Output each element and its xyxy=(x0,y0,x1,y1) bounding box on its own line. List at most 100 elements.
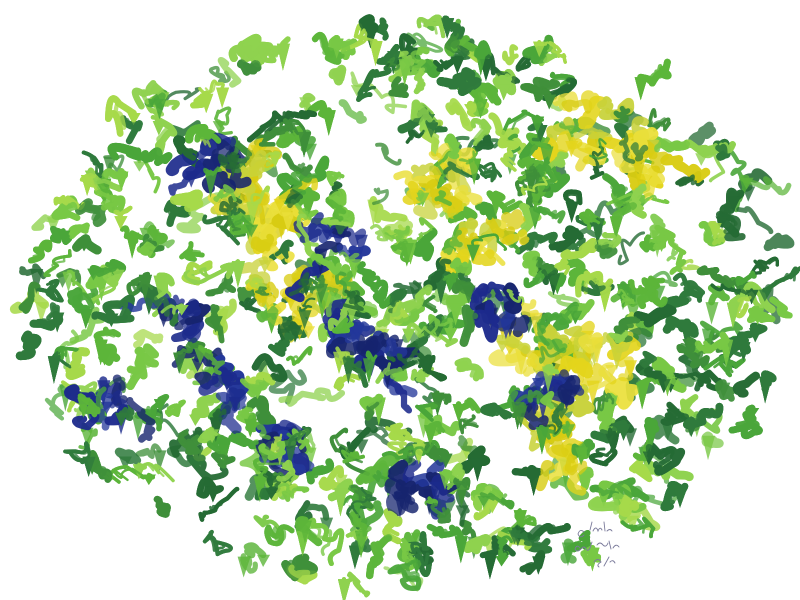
paint-stroke xyxy=(313,253,342,275)
paint-stroke xyxy=(275,482,308,499)
paint-stroke xyxy=(758,259,779,272)
paint-stroke xyxy=(598,286,612,313)
paint-stroke xyxy=(728,324,764,357)
paint-stroke xyxy=(264,110,315,134)
paint-stroke xyxy=(191,358,205,372)
paint-stroke xyxy=(362,358,376,384)
paint-stroke xyxy=(350,28,377,49)
paint-stroke xyxy=(451,57,465,74)
paint-stroke xyxy=(95,330,116,342)
paint-stroke xyxy=(142,293,156,315)
paint-stroke xyxy=(721,285,753,295)
paint-stroke xyxy=(221,375,234,391)
paint-stroke xyxy=(522,158,536,174)
paint-stroke xyxy=(521,176,548,195)
paint-stroke xyxy=(160,303,184,315)
paint-stroke xyxy=(288,555,314,575)
paint-stroke xyxy=(354,234,368,257)
paint-stroke xyxy=(649,110,667,128)
paint-stroke xyxy=(605,365,619,378)
paint-stroke xyxy=(109,146,157,164)
paint-stroke xyxy=(455,482,469,507)
paint-stroke xyxy=(536,318,550,347)
paint-stroke xyxy=(732,371,760,398)
paint-stroke xyxy=(298,310,312,330)
paint-stroke xyxy=(499,318,513,340)
paint-stroke xyxy=(525,234,556,251)
paint-stroke xyxy=(617,124,636,164)
paint-stroke xyxy=(60,347,79,358)
paint-stroke xyxy=(364,66,390,93)
paint-stroke xyxy=(680,322,694,350)
paint-stroke xyxy=(538,379,563,403)
paint-stroke xyxy=(138,274,152,301)
paint-stroke xyxy=(351,324,365,341)
paint-stroke xyxy=(417,370,428,380)
paint-stroke xyxy=(543,45,558,63)
paint-stroke xyxy=(575,363,588,391)
paint-stroke xyxy=(609,216,623,240)
paint-stroke xyxy=(408,282,422,304)
paint-stroke xyxy=(522,352,544,377)
paint-stroke xyxy=(469,536,490,551)
paint-stroke xyxy=(77,393,101,418)
paint-stroke xyxy=(471,120,487,141)
paint-stroke xyxy=(95,274,109,301)
paint-stroke xyxy=(58,201,80,220)
paint-stroke xyxy=(613,105,631,120)
paint-stroke xyxy=(582,362,617,386)
paint-stroke xyxy=(685,420,699,437)
paint-stroke xyxy=(429,422,442,432)
paint-stroke xyxy=(180,430,200,449)
paint-stroke xyxy=(111,269,125,283)
signature-stroke xyxy=(593,556,616,568)
paint-stroke xyxy=(169,400,185,413)
paint-stroke xyxy=(299,97,313,112)
paint-stroke xyxy=(384,366,404,380)
paint-stroke xyxy=(334,488,348,517)
paint-stroke xyxy=(643,366,667,382)
paint-stroke xyxy=(569,143,594,172)
paint-stroke xyxy=(477,496,491,508)
paint-stroke xyxy=(417,17,438,35)
paint-stroke xyxy=(290,158,328,195)
paint-stroke xyxy=(452,404,466,423)
paint-stroke xyxy=(439,471,452,490)
paint-stroke xyxy=(391,286,432,318)
paint-stroke xyxy=(80,427,94,446)
paint-stroke xyxy=(114,447,142,465)
paint-stroke xyxy=(327,174,341,186)
paint-stroke xyxy=(295,204,316,220)
paint-stroke xyxy=(177,341,199,355)
paint-stroke xyxy=(476,203,493,220)
paint-stroke xyxy=(641,236,661,249)
paint-stroke xyxy=(701,328,715,354)
paint-stroke xyxy=(579,470,591,488)
paint-stroke xyxy=(192,398,214,418)
paint-stroke xyxy=(612,198,637,219)
paint-stroke xyxy=(81,175,95,196)
paint-stroke xyxy=(402,328,416,343)
paint-stroke xyxy=(513,510,527,534)
paint-stroke xyxy=(654,138,691,153)
paint-stroke xyxy=(389,294,403,308)
paint-stroke xyxy=(646,419,657,432)
paint-stroke xyxy=(197,346,225,376)
paint-stroke xyxy=(660,153,711,184)
paint-stroke xyxy=(674,488,687,508)
paint-stroke xyxy=(650,305,673,323)
paint-stroke xyxy=(331,317,354,334)
paint-stroke xyxy=(274,332,295,352)
paint-stroke xyxy=(581,280,606,294)
paint-stroke xyxy=(410,129,425,141)
paint-stroke xyxy=(524,169,538,196)
paint-stroke xyxy=(394,308,419,324)
paint-stroke xyxy=(206,486,220,503)
paint-stroke xyxy=(258,260,272,273)
paint-stroke xyxy=(503,146,516,166)
paint-stroke xyxy=(477,162,502,183)
paint-stroke xyxy=(276,43,290,71)
paint-stroke xyxy=(597,232,618,246)
paint-stroke xyxy=(281,212,295,233)
paint-stroke xyxy=(642,451,656,465)
